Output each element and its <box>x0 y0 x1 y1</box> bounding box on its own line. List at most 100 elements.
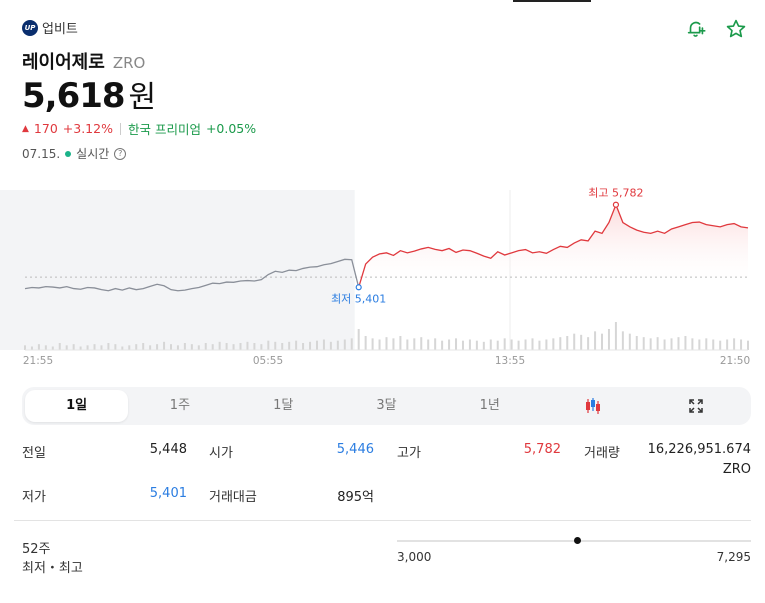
volume-bar <box>281 343 284 350</box>
star-favorite-icon[interactable] <box>723 16 749 42</box>
help-icon[interactable]: ? <box>114 147 127 160</box>
volume-bar <box>253 343 256 350</box>
volume-bar <box>309 341 312 350</box>
volume-bar <box>239 343 242 350</box>
divider <box>119 122 121 135</box>
upbit-logo-icon: UP <box>22 19 38 36</box>
up-arrow-icon: ▲ <box>22 123 29 134</box>
volume-bar <box>392 338 395 350</box>
volume-bar <box>503 338 506 350</box>
volume-bar <box>114 344 117 350</box>
stat-volume-label: 거래량 <box>584 446 620 461</box>
bell-add-alert-icon[interactable] <box>683 16 709 42</box>
tab-1year[interactable]: 1년 <box>479 398 500 413</box>
volume-bar <box>726 339 729 350</box>
price-chart[interactable]: 최고 5,782 최저 5,401 21:55 05:55 13:55 21:50 <box>0 180 765 370</box>
candlestick-toggle-button[interactable] <box>541 390 644 422</box>
volume-bar <box>371 338 374 350</box>
volume-bar <box>594 331 597 350</box>
week52-label: 52주 최저・최고 <box>22 540 83 578</box>
x-tick-label: 13:55 <box>495 355 525 367</box>
volume-bar <box>128 345 131 350</box>
previous-session-line <box>24 258 360 292</box>
volume-bar <box>705 338 708 350</box>
volume-bar <box>559 337 562 350</box>
expand-icon <box>689 398 704 413</box>
tab-1month[interactable]: 1달 <box>273 398 294 413</box>
volume-bar <box>288 341 291 350</box>
volume-bar <box>573 333 576 350</box>
volume-bar <box>86 345 89 350</box>
volume-bar <box>190 344 193 350</box>
volume-bar <box>642 337 645 350</box>
period-tabs: 1일 1주 1달 3달 1년 <box>22 387 751 425</box>
range-min: 3,000 <box>397 550 432 564</box>
fullscreen-button[interactable] <box>645 390 748 422</box>
live-dot-icon <box>65 150 72 157</box>
volume-bar <box>406 339 409 350</box>
volume-bar <box>531 338 534 350</box>
volume-bar <box>566 336 569 350</box>
range-max: 7,295 <box>716 550 751 564</box>
price-change: ▲ 170 +3.12% 한국 프리미엄 +0.05% <box>22 119 256 138</box>
stat-turnover-label: 거래대금 <box>209 490 257 505</box>
volume-bar <box>246 341 249 350</box>
current-price: 5,618 원 <box>22 72 156 116</box>
volume-bar <box>58 343 61 350</box>
volume-bar <box>295 340 298 350</box>
volume-bar <box>65 345 68 350</box>
volume-bar <box>204 343 207 350</box>
x-tick-label: 21:50 <box>720 355 750 367</box>
volume-bar <box>580 334 583 350</box>
volume-bar <box>441 340 444 350</box>
volume-bar <box>552 338 555 350</box>
week52-label-line2: 최저・최고 <box>22 561 83 576</box>
volume-bar <box>482 341 485 350</box>
stat-high-value: 5,782 <box>523 442 561 457</box>
volume-bar <box>740 339 743 350</box>
volume-bar <box>698 339 701 350</box>
range-current-marker <box>573 537 581 544</box>
x-tick-label: 21:55 <box>23 355 53 367</box>
volume-bar <box>336 340 339 350</box>
top-actions <box>683 16 749 42</box>
volume-bar <box>719 340 722 350</box>
volume-bar <box>274 341 277 350</box>
volume-bar <box>329 341 332 350</box>
volume-bar <box>489 339 492 350</box>
tab-3month[interactable]: 3달 <box>376 398 397 413</box>
volume-bar <box>545 339 548 350</box>
stat-open-value: 5,446 <box>336 442 374 457</box>
change-percent: +3.12% <box>62 121 113 136</box>
volume-bar <box>350 338 353 350</box>
volume-bar <box>461 340 464 350</box>
volume-bar <box>538 340 541 350</box>
volume-bar <box>197 345 200 350</box>
volume-bar <box>135 344 138 350</box>
tab-1week[interactable]: 1주 <box>169 398 191 413</box>
volume-bar <box>44 345 47 350</box>
current-session-line <box>358 202 749 288</box>
section-divider <box>14 520 751 521</box>
volume-bar <box>656 337 659 350</box>
volume-bar <box>211 344 214 350</box>
stat-low-label: 저가 <box>22 490 46 505</box>
volume-bar <box>628 333 631 350</box>
high-marker <box>612 201 620 208</box>
exchange-header: UP 업비트 <box>22 18 78 37</box>
volume-bar <box>649 338 652 350</box>
stat-low-value: 5,401 <box>149 486 187 501</box>
volume-bar <box>315 340 318 350</box>
premium-value: +0.05% <box>205 121 257 136</box>
volume-bar <box>169 344 172 350</box>
stat-high-label: 고가 <box>397 446 421 461</box>
volume-bar <box>524 339 527 350</box>
coin-name: 레이어제로 <box>22 52 105 73</box>
previous-session-zone <box>0 190 355 350</box>
tab-1day[interactable]: 1일 <box>25 390 129 422</box>
volume-bar <box>455 338 458 350</box>
volume-bar <box>24 345 26 350</box>
coin-title: 레이어제로 ZRO <box>22 48 145 74</box>
stat-volume-unit: ZRO <box>722 462 751 477</box>
volume-bar <box>176 345 179 350</box>
